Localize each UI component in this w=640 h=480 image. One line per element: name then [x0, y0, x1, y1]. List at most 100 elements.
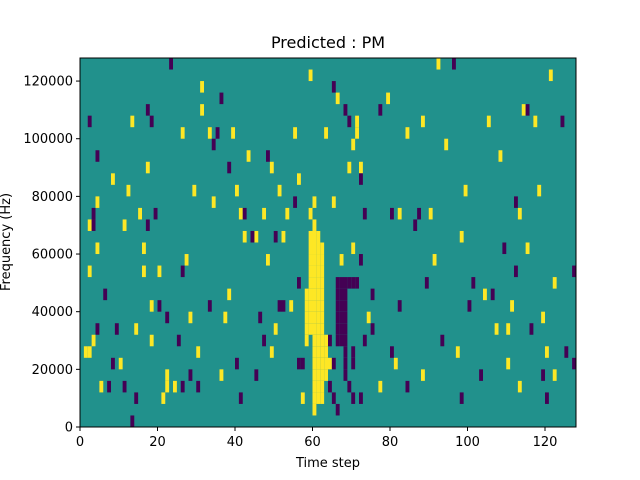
heatmap-cell-high	[238, 207, 243, 220]
heatmap-cell-high	[355, 127, 360, 139]
heatmap-cell-high	[165, 369, 170, 381]
y-tick-label: 0	[65, 421, 73, 436]
heatmap-cell-low	[180, 380, 185, 393]
y-tick-label: 20000	[32, 363, 73, 378]
heatmap-cell-low	[328, 334, 332, 347]
heatmap-cell-low	[339, 323, 344, 335]
heatmap-cell-high	[111, 173, 115, 185]
heatmap-cell-high	[308, 230, 313, 243]
heatmap-cell-high	[312, 357, 317, 370]
y-tick-label: 100000	[23, 132, 73, 147]
heatmap-cell-high	[231, 127, 236, 139]
heatmap-cell-high	[235, 184, 239, 197]
heatmap-cell-low	[196, 380, 201, 393]
heatmap-cell-high	[188, 311, 193, 324]
heatmap-cell-high	[180, 127, 185, 139]
heatmap-cell-high	[277, 184, 282, 197]
heatmap-cell-low	[87, 115, 92, 128]
heatmap-cell-high	[312, 277, 317, 289]
heatmap-cell-high	[328, 357, 332, 370]
heatmap-cell-high	[184, 254, 189, 266]
heatmap-cell-high	[320, 277, 325, 289]
heatmap-cell-low	[103, 288, 108, 301]
heatmap-cell-high	[320, 357, 325, 370]
heatmap-cell-high	[324, 127, 329, 139]
x-tick-label: 40	[227, 435, 244, 450]
heatmap-cell-low	[343, 334, 348, 347]
heatmap-cell-low	[347, 115, 352, 128]
heatmap-cell-high	[386, 92, 391, 105]
heatmap-cell-high	[545, 346, 549, 358]
heatmap-cell-high	[157, 265, 162, 278]
heatmap-cell-high	[444, 138, 449, 151]
heatmap-cell-high	[320, 334, 325, 347]
heatmap-cell-low	[331, 81, 336, 93]
heatmap-cell-high	[312, 380, 317, 393]
heatmap-cell-high	[455, 346, 460, 358]
heatmap-cell-low	[471, 277, 476, 289]
heatmap-cell-high	[87, 265, 92, 278]
heatmap-cell-high	[324, 334, 329, 347]
y-tick-label: 60000	[32, 248, 73, 263]
heatmap-cell-low	[157, 300, 162, 312]
heatmap-cell-low	[300, 357, 305, 370]
heatmap-cell-high	[149, 334, 154, 347]
heatmap-cell-high	[312, 242, 317, 255]
heatmap-cell-low	[541, 369, 546, 381]
heatmap-cell-low	[250, 230, 255, 243]
heatmap-cell-low	[467, 300, 472, 312]
heatmap-cell-low	[169, 58, 174, 70]
heatmap-cell-low	[572, 265, 577, 278]
heatmap-cell-low	[281, 300, 286, 312]
heatmap-cell-high	[312, 369, 317, 381]
heatmap-cell-low	[525, 104, 530, 116]
heatmap-cell-high	[254, 230, 259, 243]
heatmap-cell-high	[95, 196, 100, 208]
heatmap-cell-high	[138, 207, 143, 220]
heatmap-cell-high	[281, 230, 286, 243]
heatmap-cell-low	[331, 357, 336, 370]
heatmap-cell-low	[343, 323, 348, 335]
heatmap-cell-low	[347, 380, 352, 393]
heatmap-cell-high	[405, 127, 410, 139]
heatmap-cell-high	[142, 265, 146, 278]
y-axis-ticks: 0 20000 40000 60000 80000 100000 120000	[23, 75, 80, 436]
heatmap-cell-high	[95, 242, 100, 255]
heatmap-cell-high	[320, 288, 325, 301]
heatmap-cell-high	[122, 219, 127, 231]
heatmap-cell-low	[335, 311, 340, 324]
heatmap-cell-low	[339, 288, 344, 301]
x-axis-ticks: 0 20 40 60 80 100 120	[76, 427, 557, 450]
heatmap-cell-high	[145, 161, 150, 174]
heatmap-cell-high	[312, 265, 317, 278]
heatmap-cell-high	[366, 311, 371, 324]
heatmap-cell-low	[514, 265, 518, 278]
heatmap-cell-low	[335, 300, 340, 312]
heatmap-cell-high	[316, 254, 321, 266]
heatmap-cell-high	[517, 207, 522, 220]
y-axis-label: Frequency (Hz)	[0, 193, 14, 291]
heatmap-cell-high	[308, 311, 313, 324]
heatmap-cell-high	[316, 277, 321, 289]
y-tick-label: 80000	[32, 190, 73, 205]
heatmap-cell-high	[320, 265, 325, 278]
heatmap-cell-high	[308, 288, 313, 301]
heatmap-cell-low	[339, 334, 344, 347]
heatmap-cell-low	[339, 300, 344, 312]
x-tick-label: 0	[76, 435, 84, 450]
heatmap-cell-low	[266, 150, 270, 162]
heatmap-cell-high	[269, 346, 274, 358]
heatmap-cell-low	[331, 392, 336, 404]
x-tick-label: 20	[149, 435, 166, 450]
heatmap-cell-low	[95, 323, 100, 335]
heatmap-cell-high	[87, 346, 92, 358]
heatmap-cell-low	[545, 392, 549, 404]
heatmap-cell-high	[149, 300, 154, 312]
heatmap-cell-low	[153, 207, 158, 220]
heatmap-cell-low	[149, 115, 154, 128]
heatmap-cell-high	[421, 115, 425, 128]
heatmap-cell-high	[316, 380, 321, 393]
heatmap-cell-high	[432, 254, 437, 266]
heatmap-cell-high	[130, 115, 135, 128]
heatmap-cell-high	[378, 380, 383, 393]
